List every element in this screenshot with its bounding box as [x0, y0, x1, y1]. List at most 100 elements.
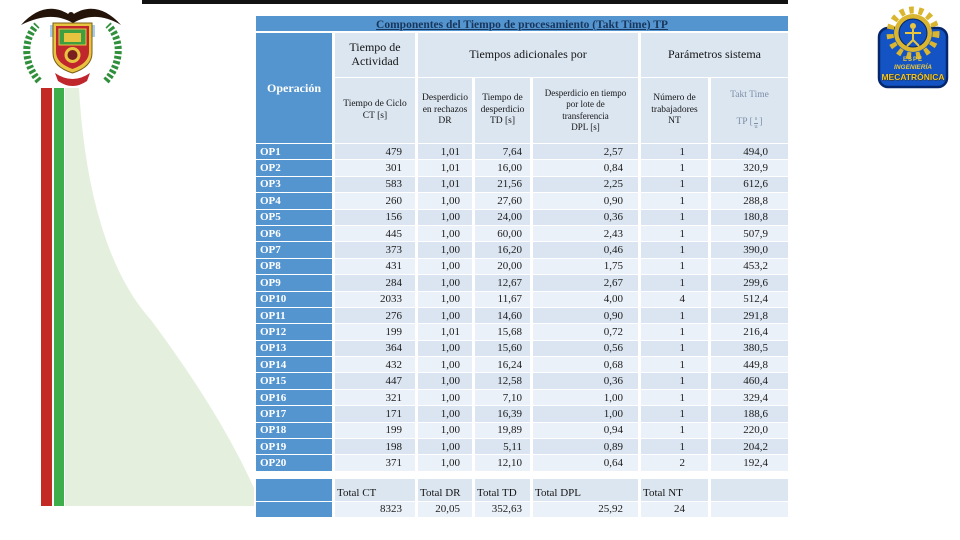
cell-op1-tp: 494,0 — [711, 144, 788, 160]
logo-text-mecatronica: MECATRÓNICA — [881, 72, 945, 82]
cell-op5-ct: 156 — [335, 209, 415, 225]
row-label-op15: OP15 — [256, 373, 332, 389]
espe-mecatronica-logo — [877, 6, 949, 89]
decorative-curve — [65, 88, 254, 506]
logo-text-espe: ESPE — [902, 57, 923, 63]
cell-op13-nt: 1 — [641, 340, 708, 357]
cell-op16-ct: 321 — [335, 389, 415, 406]
cell-op16-dr: 1,00 — [418, 389, 472, 406]
row-label-op20: OP20 — [256, 455, 332, 471]
cell-op5-td: 24,00 — [475, 209, 530, 225]
total-value-empty — [711, 501, 788, 517]
cell-op10-nt: 4 — [641, 291, 708, 307]
cell-op12-tp: 216,4 — [711, 324, 788, 340]
header-tiempos-adicionales: Tiempos adicionales por — [418, 33, 638, 77]
header-parametros-sistema: Parámetros sistema — [641, 33, 788, 77]
cell-op12-nt: 1 — [641, 324, 708, 340]
laurel-left — [23, 22, 42, 84]
cell-op20-dr: 1,00 — [418, 455, 472, 471]
cell-op2-dr: 1,01 — [418, 160, 472, 176]
row-label-op11: OP11 — [256, 307, 332, 324]
row-label-op12: OP12 — [256, 324, 332, 340]
cell-op13-dr: 1,00 — [418, 340, 472, 357]
cell-op20-td: 12,10 — [475, 455, 530, 471]
totals-label-row-corner — [256, 478, 332, 501]
cell-op13-tp: 380,5 — [711, 340, 788, 357]
row-label-op6: OP6 — [256, 225, 332, 242]
takt-time-table: Componentes del Tiempo de procesamiento … — [256, 16, 788, 517]
cell-op14-dr: 1,00 — [418, 357, 472, 373]
cell-op2-nt: 1 — [641, 160, 708, 176]
top-border-bar — [142, 0, 788, 4]
cell-op11-dr: 1,00 — [418, 307, 472, 324]
cell-op19-ct: 198 — [335, 439, 415, 455]
row-label-op4: OP4 — [256, 193, 332, 209]
cell-op8-tp: 453,2 — [711, 258, 788, 275]
cell-op18-dr: 1,00 — [418, 422, 472, 439]
cell-op4-tp: 288,8 — [711, 193, 788, 209]
cell-op19-nt: 1 — [641, 439, 708, 455]
subheader-dr: Desperdicio en rechazos DR — [418, 78, 472, 143]
cell-op8-nt: 1 — [641, 258, 708, 275]
cell-op19-td: 5,11 — [475, 439, 530, 455]
cell-op17-dr: 1,00 — [418, 406, 472, 422]
row-label-op2: OP2 — [256, 160, 332, 176]
cell-op15-ct: 447 — [335, 373, 415, 389]
cell-op5-dpl: 0,36 — [533, 209, 638, 225]
cell-op8-td: 20,00 — [475, 258, 530, 275]
cell-op9-tp: 299,6 — [711, 275, 788, 291]
row-label-op16: OP16 — [256, 389, 332, 406]
university-crest-logo — [21, 8, 122, 86]
cell-op9-dr: 1,00 — [418, 275, 472, 291]
cell-op4-dr: 1,00 — [418, 193, 472, 209]
cell-op16-nt: 1 — [641, 389, 708, 406]
cell-op11-tp: 291,8 — [711, 307, 788, 324]
cell-op3-nt: 1 — [641, 176, 708, 193]
row-label-op14: OP14 — [256, 357, 332, 373]
cell-op7-dr: 1,00 — [418, 242, 472, 258]
laurel-right — [103, 22, 122, 84]
cell-op4-nt: 1 — [641, 193, 708, 209]
row-label-op9: OP9 — [256, 275, 332, 291]
subheader-nt: Número de trabajadores NT — [641, 78, 708, 143]
cell-op20-ct: 371 — [335, 455, 415, 471]
ribbon — [55, 73, 90, 86]
total-label-dpl: Total DPL — [533, 478, 638, 501]
cell-op4-dpl: 0,90 — [533, 193, 638, 209]
cell-op8-ct: 431 — [335, 258, 415, 275]
decorative-stripe-green — [54, 88, 64, 506]
total-label-ct: Total CT — [335, 478, 415, 501]
row-label-op7: OP7 — [256, 242, 332, 258]
cell-op15-tp: 460,4 — [711, 373, 788, 389]
cell-op4-td: 27,60 — [475, 193, 530, 209]
cell-op2-tp: 320,9 — [711, 160, 788, 176]
subheader-td: Tiempo de desperdicio TD [s] — [475, 78, 530, 143]
row-label-op10: OP10 — [256, 291, 332, 307]
cell-op7-ct: 373 — [335, 242, 415, 258]
cell-op5-dr: 1,00 — [418, 209, 472, 225]
row-label-op13: OP13 — [256, 340, 332, 357]
cell-op20-tp: 192,4 — [711, 455, 788, 471]
total-label-td: Total TD — [475, 478, 530, 501]
cell-op6-tp: 507,9 — [711, 225, 788, 242]
cell-op9-dpl: 2,67 — [533, 275, 638, 291]
cell-op20-nt: 2 — [641, 455, 708, 471]
cell-op15-dr: 1,00 — [418, 373, 472, 389]
row-label-op18: OP18 — [256, 422, 332, 439]
cell-op13-dpl: 0,56 — [533, 340, 638, 357]
cell-op7-td: 16,20 — [475, 242, 530, 258]
cell-op19-dpl: 0,89 — [533, 439, 638, 455]
cell-op7-nt: 1 — [641, 242, 708, 258]
cell-op9-ct: 284 — [335, 275, 415, 291]
cell-op18-nt: 1 — [641, 422, 708, 439]
cell-op6-td: 60,00 — [475, 225, 530, 242]
cell-op1-nt: 1 — [641, 144, 708, 160]
table-grid: Operación Tiempo de Actividad Tiempos ad… — [256, 33, 788, 517]
cell-op13-ct: 364 — [335, 340, 415, 357]
total-label-nt: Total NT — [641, 478, 708, 501]
cell-op11-td: 14,60 — [475, 307, 530, 324]
cell-op10-ct: 2033 — [335, 291, 415, 307]
cell-op17-td: 16,39 — [475, 406, 530, 422]
decorative-stripe-red — [41, 88, 52, 506]
cell-op2-dpl: 0,84 — [533, 160, 638, 176]
